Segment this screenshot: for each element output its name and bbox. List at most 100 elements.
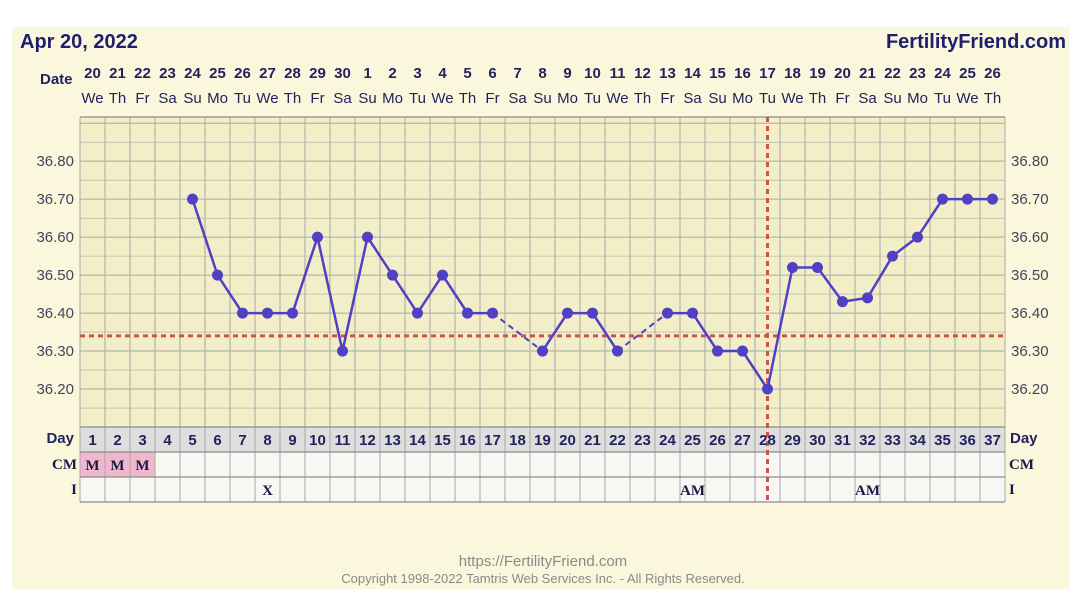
weekday-label: Sa [333, 90, 352, 107]
temperature-point[interactable] [937, 193, 948, 205]
cycle-day-label: 25 [684, 432, 701, 449]
cycle-day-label: 37 [984, 432, 1001, 449]
temperature-point[interactable] [537, 345, 548, 357]
date-label: 25 [209, 65, 226, 82]
cm-mark: M [135, 458, 149, 474]
cycle-day-label: 8 [263, 432, 271, 449]
weekday-label: Th [809, 90, 827, 107]
temperature-point[interactable] [887, 250, 898, 262]
plot-area [80, 117, 1005, 427]
weekday-label: Su [883, 90, 901, 107]
y-tick-label-right: 36.40 [1011, 305, 1049, 322]
weekday-label: Th [634, 90, 652, 107]
cycle-day-label: 22 [609, 432, 626, 449]
temperature-point[interactable] [212, 269, 223, 281]
temperature-point[interactable] [262, 307, 273, 319]
date-row-label: Date [40, 71, 73, 88]
temperature-point[interactable] [737, 345, 748, 357]
temperature-point[interactable] [562, 307, 573, 319]
weekday-label: We [781, 90, 803, 107]
brand-name[interactable]: FertilityFriend.com [886, 31, 1066, 53]
weekday-label: Su [358, 90, 376, 107]
temperature-point[interactable] [362, 231, 373, 243]
chart-date-title: Apr 20, 2022 [20, 31, 138, 53]
temperature-point[interactable] [487, 307, 498, 319]
temperature-point[interactable] [462, 307, 473, 319]
weekday-label: Fr [660, 90, 674, 107]
temperature-point[interactable] [437, 269, 448, 281]
temperature-point[interactable] [862, 292, 873, 304]
temperature-point[interactable] [412, 307, 423, 319]
weekday-label: Mo [207, 90, 228, 107]
cm-highlight-cell [130, 452, 155, 477]
cm-row-label-right: CM [1009, 457, 1034, 473]
cycle-day-label: 5 [188, 432, 196, 449]
cm-mark: M [110, 458, 124, 474]
date-label: 12 [634, 65, 651, 82]
temperature-point[interactable] [912, 231, 923, 243]
date-label: 19 [809, 65, 826, 82]
temperature-point[interactable] [787, 262, 798, 274]
y-tick-label-right: 36.20 [1011, 381, 1049, 398]
y-tick-label-left: 36.20 [36, 381, 74, 398]
date-label: 21 [859, 65, 876, 82]
temperature-point[interactable] [662, 307, 673, 319]
cycle-day-label: 21 [584, 432, 601, 449]
weekday-label: We [256, 90, 278, 107]
cycle-day-label: 6 [213, 432, 221, 449]
series-segment-dashed [491, 312, 544, 352]
temperature-point[interactable] [612, 345, 623, 357]
date-label: 6 [488, 65, 496, 82]
footer-copyright: Copyright 1998-2022 Tamtris Web Services… [341, 571, 744, 586]
date-label: 24 [184, 65, 201, 82]
temperature-point[interactable] [712, 345, 723, 357]
cycle-day-label: 16 [459, 432, 476, 449]
weekday-label: Tu [934, 90, 951, 107]
date-label: 8 [538, 65, 546, 82]
date-label: 28 [284, 65, 301, 82]
temperature-point[interactable] [312, 231, 323, 243]
temperature-point[interactable] [387, 269, 398, 281]
date-label: 25 [959, 65, 976, 82]
temperature-point[interactable] [962, 193, 973, 205]
intercourse-mark: AM [855, 483, 880, 499]
weekday-label: Sa [508, 90, 527, 107]
cycle-day-label: 11 [335, 432, 351, 449]
temperature-point[interactable] [237, 307, 248, 319]
weekday-label: Fr [310, 90, 324, 107]
weekday-label: We [606, 90, 628, 107]
weekday-label: Su [708, 90, 726, 107]
temperature-point[interactable] [687, 307, 698, 319]
weekday-label: Sa [158, 90, 177, 107]
series-segment [416, 274, 444, 314]
footer-url[interactable]: https://FertilityFriend.com [459, 553, 627, 570]
series-segment [591, 312, 619, 352]
temperature-point[interactable] [812, 262, 823, 274]
temperature-point[interactable] [587, 307, 598, 319]
y-tick-label-left: 36.70 [36, 191, 74, 208]
cycle-day-label: 4 [163, 432, 172, 449]
temperature-point[interactable] [287, 307, 298, 319]
weekday-label: We [431, 90, 453, 107]
weekday-label: Mo [732, 90, 753, 107]
y-tick-label-right: 36.60 [1011, 229, 1049, 246]
cycle-day-label: 18 [509, 432, 526, 449]
series-segment [441, 274, 469, 314]
y-tick-label-left: 36.60 [36, 229, 74, 246]
intercourse-mark: X [262, 483, 273, 499]
day-row-label-right: Day [1010, 430, 1038, 447]
weekday-label: Mo [907, 90, 928, 107]
cycle-day-label: 3 [138, 432, 146, 449]
date-label: 7 [513, 65, 521, 82]
cycle-day-label: 33 [884, 432, 901, 449]
temperature-point[interactable] [337, 345, 348, 357]
temperature-point[interactable] [837, 296, 848, 308]
date-label: 23 [159, 65, 176, 82]
weekday-label: Th [109, 90, 127, 107]
date-label: 15 [709, 65, 726, 82]
temperature-point[interactable] [187, 193, 198, 205]
weekday-label: Fr [135, 90, 149, 107]
cycle-day-label: 12 [359, 432, 376, 449]
temperature-point[interactable] [987, 193, 998, 205]
temperature-point[interactable] [762, 383, 773, 395]
